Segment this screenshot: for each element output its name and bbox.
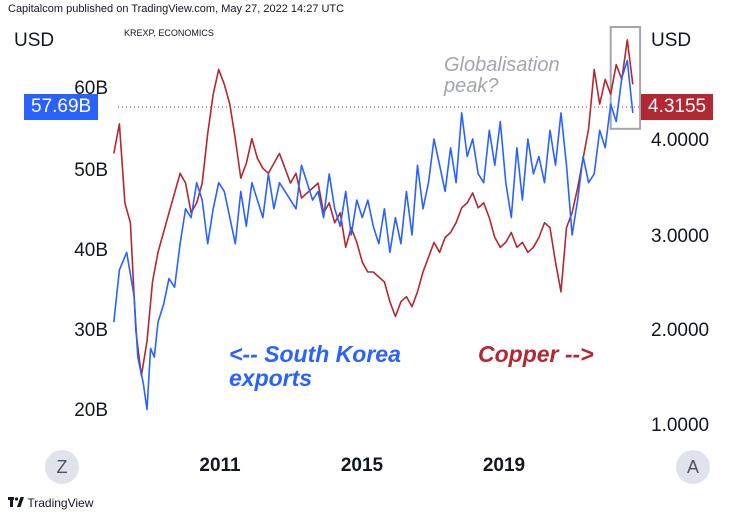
tradingview-logo-icon (8, 496, 24, 510)
annotation-copper: Copper --> (478, 341, 594, 367)
right-last-value-badge: 4.3155 (641, 94, 714, 120)
left-tick-30b: 30B (74, 320, 108, 341)
tradingview-logo-text: TradingView (27, 495, 94, 510)
symbol-label: KREXP, ECONOMICS (124, 28, 214, 38)
annotation-south-korea-line1: <-- South Korea (229, 341, 401, 367)
right-tick-1: 1.0000 (651, 415, 710, 436)
left-tick-50b: 50B (74, 160, 108, 181)
annotation-globalisation-line2: peak? (444, 75, 499, 97)
south-korea-exports-series-line (113, 59, 634, 411)
right-axis-unit: USD (651, 30, 692, 51)
annotation-south-korea-line2: exports (229, 365, 313, 391)
left-last-value-badge: 57.69B (24, 94, 99, 120)
copper-series-line (113, 39, 634, 377)
annotation-south-korea-exports: <-- South Korea exports (229, 342, 401, 390)
right-scale-button[interactable]: A (676, 450, 710, 484)
annotation-globalisation-line1: Globalisation (444, 54, 560, 76)
right-tick-3: 3.0000 (651, 226, 710, 247)
tradingview-logo: TradingView (8, 495, 93, 510)
x-tick-2019: 2019 (482, 455, 526, 476)
x-tick-2015: 2015 (340, 455, 384, 476)
left-tick-60b: 60B (74, 78, 108, 99)
right-tick-2: 2.0000 (651, 320, 710, 341)
left-tick-40b: 40B (74, 240, 108, 261)
x-tick-2011: 2011 (199, 455, 241, 476)
annotation-globalisation-peak: Globalisation peak? (444, 55, 560, 97)
left-axis-unit: USD (14, 30, 55, 51)
globalisation-peak-box (609, 26, 642, 130)
right-tick-4: 4.0000 (651, 130, 710, 151)
publish-header: Capitalcom published on TradingView.com,… (8, 3, 345, 15)
left-scale-button[interactable]: Z (45, 450, 79, 484)
left-tick-20b: 20B (74, 400, 108, 421)
